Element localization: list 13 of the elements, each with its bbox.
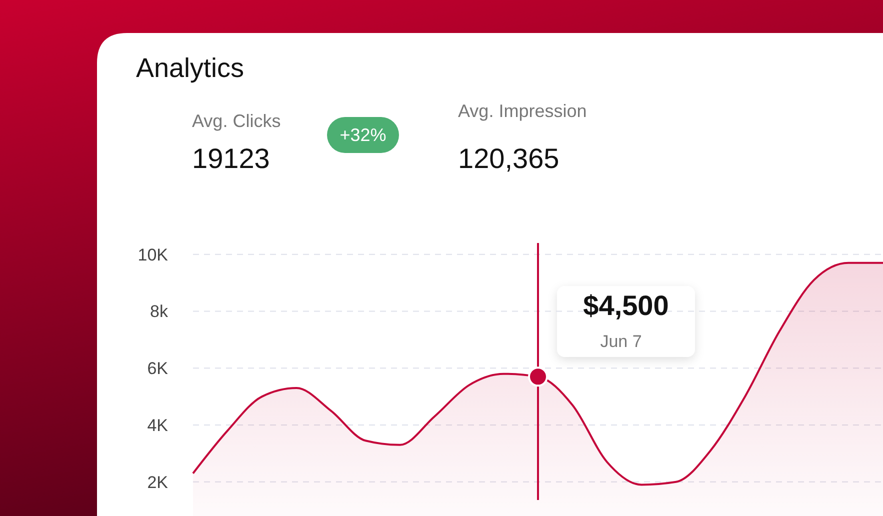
text: Avg. Impression <box>458 101 587 121</box>
y-tick-label: 10K <box>138 245 169 264</box>
y-tick-label: 4K <box>147 416 169 435</box>
y-tick-label: 2K <box>147 472 169 492</box>
y-tick-label: 8k <box>150 302 168 322</box>
text: Avg. Clicks <box>192 111 281 131</box>
text: 120,365 <box>458 143 560 174</box>
annotation: $4,500 <box>583 290 669 321</box>
text: +32% <box>340 125 386 145</box>
text: 19123 <box>192 143 270 174</box>
y-tick-label: 6K <box>147 359 169 378</box>
annotation: Jun 7 <box>600 332 642 351</box>
chart-title: Analytics <box>136 53 244 83</box>
